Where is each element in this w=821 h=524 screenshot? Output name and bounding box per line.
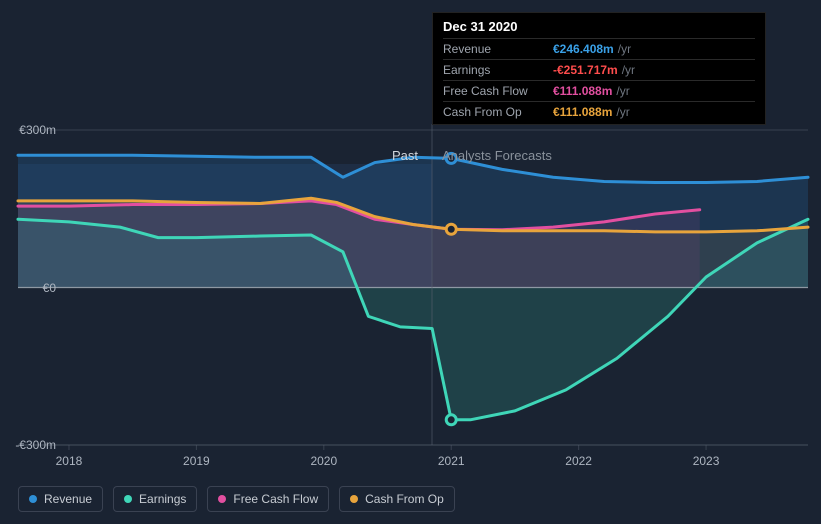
tooltip-suffix: /yr bbox=[616, 105, 629, 119]
legend-label: Earnings bbox=[139, 492, 186, 506]
legend-item-earnings[interactable]: Earnings bbox=[113, 486, 197, 512]
legend-label: Free Cash Flow bbox=[233, 492, 318, 506]
financial-chart: €300m €0 -€300m 2018 2019 2020 2021 2022 2023… bbox=[0, 0, 821, 524]
tooltip-metric-value: €111.088m bbox=[553, 84, 612, 98]
tooltip-metric-label: Earnings bbox=[443, 63, 553, 77]
tooltip-row: Revenue€246.408m/yr bbox=[443, 38, 755, 59]
x-tick-label: 2022 bbox=[565, 454, 592, 468]
tooltip-metric-value: €111.088m bbox=[553, 105, 612, 119]
tooltip-metric-value: -€251.717m bbox=[553, 63, 618, 77]
x-tick-label: 2018 bbox=[56, 454, 83, 468]
tooltip-suffix: /yr bbox=[616, 84, 629, 98]
x-tick-label: 2023 bbox=[693, 454, 720, 468]
tooltip-row: Free Cash Flow€111.088m/yr bbox=[443, 80, 755, 101]
legend-item-fcf[interactable]: Free Cash Flow bbox=[207, 486, 329, 512]
tooltip-row: Cash From Op€111.088m/yr bbox=[443, 101, 755, 122]
legend-label: Cash From Op bbox=[365, 492, 444, 506]
forecast-label: Analysts Forecasts bbox=[442, 148, 552, 163]
tooltip-metric-label: Revenue bbox=[443, 42, 553, 56]
tooltip-suffix: /yr bbox=[618, 42, 631, 56]
tooltip-metric-label: Cash From Op bbox=[443, 105, 553, 119]
tooltip-metric-label: Free Cash Flow bbox=[443, 84, 553, 98]
legend-item-revenue[interactable]: Revenue bbox=[18, 486, 103, 512]
chart-tooltip: Dec 31 2020 Revenue€246.408m/yrEarnings-… bbox=[432, 12, 766, 125]
legend-dot-icon bbox=[218, 495, 226, 503]
y-tick-label: €300m bbox=[19, 123, 56, 137]
tooltip-date: Dec 31 2020 bbox=[443, 19, 755, 38]
x-tick-label: 2019 bbox=[183, 454, 210, 468]
x-tick-label: 2020 bbox=[310, 454, 337, 468]
tooltip-suffix: /yr bbox=[622, 63, 635, 77]
y-tick-label: €0 bbox=[43, 281, 56, 295]
legend-dot-icon bbox=[350, 495, 358, 503]
legend-dot-icon bbox=[29, 495, 37, 503]
chart-legend: Revenue Earnings Free Cash Flow Cash From O… bbox=[18, 486, 455, 512]
legend-dot-icon bbox=[124, 495, 132, 503]
tooltip-metric-value: €246.408m bbox=[553, 42, 614, 56]
y-tick-label: -€300m bbox=[15, 438, 56, 452]
past-label: Past bbox=[392, 148, 418, 163]
legend-item-cfo[interactable]: Cash From Op bbox=[339, 486, 455, 512]
tooltip-row: Earnings-€251.717m/yr bbox=[443, 59, 755, 80]
x-tick-label: 2021 bbox=[438, 454, 465, 468]
legend-label: Revenue bbox=[44, 492, 92, 506]
